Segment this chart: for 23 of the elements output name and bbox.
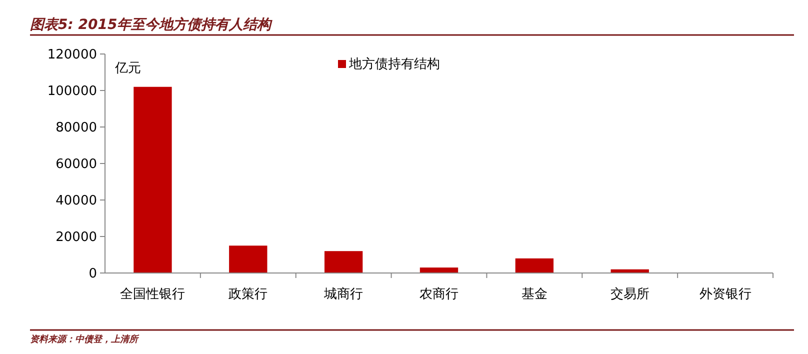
y-tick-label: 60000 xyxy=(56,157,97,172)
y-tick-label: 80000 xyxy=(56,120,97,136)
x-tick-label: 全国性银行 xyxy=(120,287,186,302)
y-tick-label: 40000 xyxy=(56,194,97,209)
bar xyxy=(420,268,458,273)
y-axis-title: 亿元 xyxy=(114,61,141,76)
y-tick-label: 20000 xyxy=(56,230,97,246)
text: 资料来源：中债登，上清所 xyxy=(30,334,140,345)
x-tick-label: 基金 xyxy=(521,287,548,302)
x-tick-label: 城商行 xyxy=(323,287,364,302)
bar xyxy=(515,258,554,273)
y-tick-label: 100000 xyxy=(47,84,97,100)
x-tick-label: 政策行 xyxy=(228,287,268,302)
bar xyxy=(134,86,172,273)
bar xyxy=(229,246,268,273)
x-tick-label: 农商行 xyxy=(420,287,458,302)
y-tick-label: 0 xyxy=(88,266,97,282)
x-tick-label: 外资银行 xyxy=(699,287,752,302)
legend-label: 地方债持有结构 xyxy=(348,56,440,72)
x-tick-label: 交易所 xyxy=(610,286,650,302)
chart-title: 图表5: 2015年至今地方债持有人结构 xyxy=(30,16,274,33)
y-tick-label: 120000 xyxy=(47,48,97,63)
bar xyxy=(324,251,363,273)
